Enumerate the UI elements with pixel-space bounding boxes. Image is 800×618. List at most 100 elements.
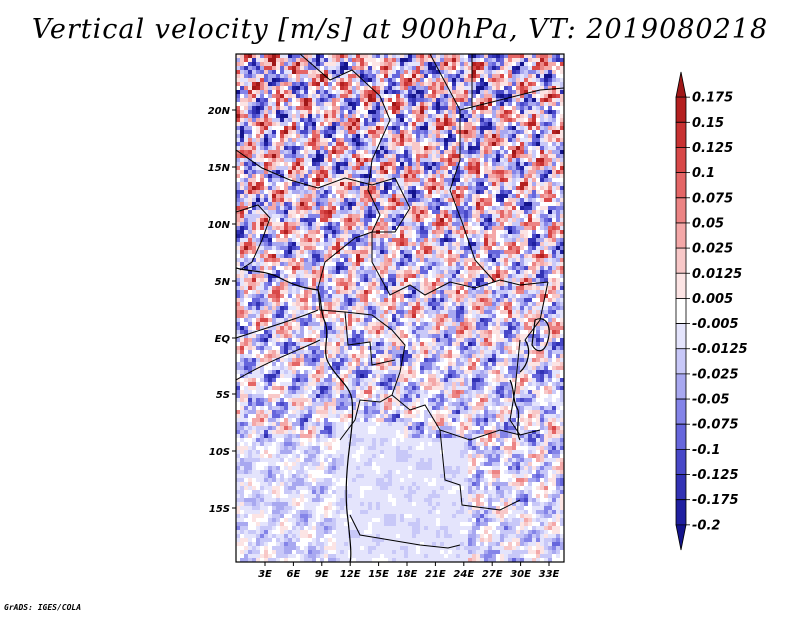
field-cell: [560, 298, 564, 302]
field-cell: [348, 166, 352, 170]
field-cell: [496, 74, 500, 78]
field-cell: [392, 58, 396, 62]
field-cell: [364, 214, 368, 218]
field-cell: [260, 214, 264, 218]
field-cell: [384, 58, 388, 62]
field-cell: [324, 230, 328, 234]
field-cell: [492, 314, 496, 318]
field-cell: [372, 278, 376, 282]
field-cell: [540, 286, 544, 290]
field-cell: [420, 90, 424, 94]
field-cell: [368, 110, 372, 114]
field-cell: [412, 262, 416, 266]
field-cell: [260, 206, 264, 210]
field-cell: [388, 310, 392, 314]
field-cell: [268, 218, 272, 222]
field-cell: [312, 178, 316, 182]
field-cell: [244, 102, 248, 106]
field-cell: [416, 310, 420, 314]
field-cell: [520, 234, 524, 238]
field-cell: [252, 90, 256, 94]
field-cell: [456, 262, 460, 266]
field-cell: [428, 82, 432, 86]
field-cell: [388, 242, 392, 246]
field-cell: [536, 106, 540, 110]
field-cell: [496, 114, 500, 118]
field-cell: [360, 138, 364, 142]
field-cell: [332, 250, 336, 254]
field-cell: [364, 246, 368, 250]
field-cell: [456, 202, 460, 206]
field-cell: [400, 62, 404, 66]
field-cell: [336, 114, 340, 118]
field-cell: [460, 110, 464, 114]
field-cell: [552, 242, 556, 246]
field-cell: [428, 174, 432, 178]
field-cell: [336, 94, 340, 98]
field-cell: [524, 138, 528, 142]
field-cell: [384, 138, 388, 142]
field-cell: [412, 310, 416, 314]
field-cell: [348, 202, 352, 206]
field-cell: [432, 294, 436, 298]
field-cell: [544, 126, 548, 130]
field-cell: [472, 146, 476, 150]
field-cell: [292, 250, 296, 254]
field-cell: [496, 138, 500, 142]
field-cell: [380, 142, 384, 146]
field-cell: [496, 318, 500, 322]
field-cell: [448, 66, 452, 70]
field-cell: [368, 106, 372, 110]
field-cell: [440, 70, 444, 74]
field-cell: [436, 318, 440, 322]
field-cell: [508, 286, 512, 290]
field-cell: [460, 250, 464, 254]
field-cell: [308, 222, 312, 226]
field-cell: [476, 162, 480, 166]
field-cell: [432, 98, 436, 102]
field-cell: [360, 126, 364, 130]
field-cell: [464, 230, 468, 234]
field-cell: [388, 74, 392, 78]
field-cell: [372, 94, 376, 98]
field-cell: [308, 170, 312, 174]
field-cell: [480, 182, 484, 186]
field-cell: [288, 102, 292, 106]
field-cell: [496, 86, 500, 90]
field-cell: [272, 210, 276, 214]
field-cell: [468, 170, 472, 174]
field-cell: [456, 226, 460, 230]
field-cell: [388, 146, 392, 150]
field-cell: [260, 282, 264, 286]
field-cell: [356, 298, 360, 302]
field-cell: [412, 130, 416, 134]
field-cell: [424, 86, 428, 90]
field-cell: [352, 78, 356, 82]
field-cell: [252, 174, 256, 178]
field-cell: [328, 190, 332, 194]
field-cell: [256, 146, 260, 150]
field-cell: [476, 290, 480, 294]
field-cell: [312, 306, 316, 310]
field-cell: [528, 186, 532, 190]
field-cell: [400, 154, 404, 158]
field-cell: [528, 290, 532, 294]
field-cell: [268, 222, 272, 226]
field-cell: [304, 102, 308, 106]
field-cell: [488, 94, 492, 98]
field-cell: [388, 94, 392, 98]
field-cell: [456, 150, 460, 154]
field-cell: [472, 134, 476, 138]
field-cell: [412, 302, 416, 306]
field-cell: [556, 134, 560, 138]
field-cell: [392, 70, 396, 74]
field-cell: [260, 246, 264, 250]
field-cell: [472, 118, 476, 122]
field-cell: [396, 314, 400, 318]
field-cell: [240, 190, 244, 194]
field-cell: [488, 106, 492, 110]
field-cell: [316, 190, 320, 194]
field-cell: [364, 66, 368, 70]
field-cell: [240, 218, 244, 222]
field-cell: [524, 58, 528, 62]
